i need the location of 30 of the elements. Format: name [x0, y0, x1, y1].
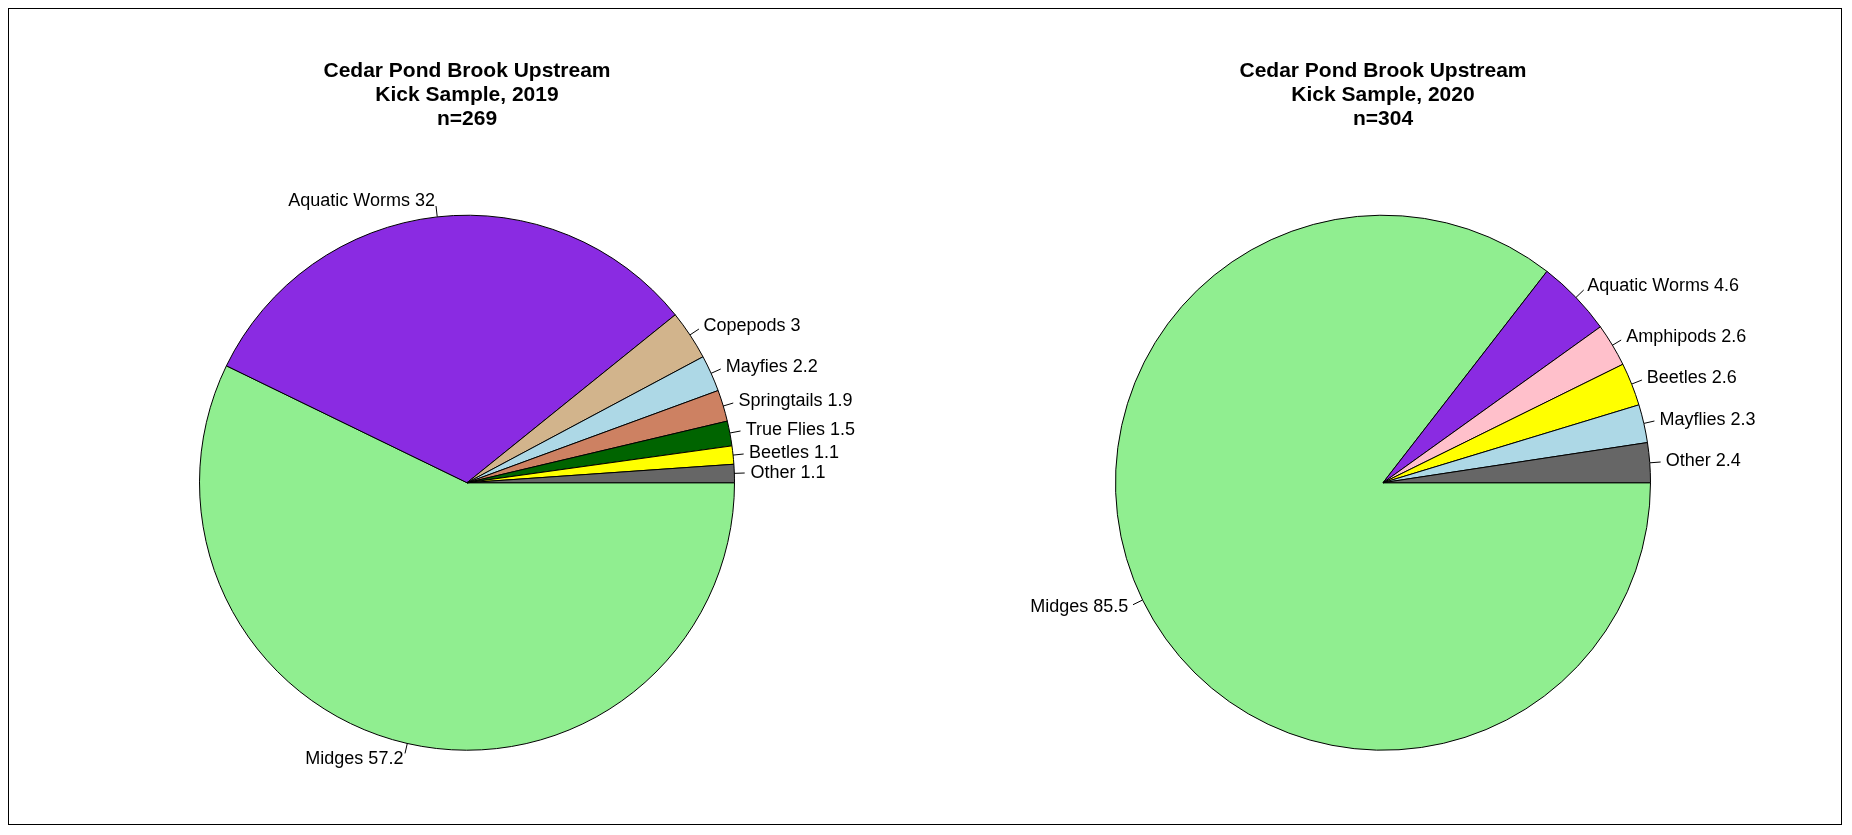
slice-label: Beetles	[749, 442, 815, 463]
slice-label: Mayflies	[1659, 408, 1731, 429]
slice-label: Copepods	[703, 315, 791, 336]
data-label: 1.5	[830, 419, 856, 440]
slice-label: Mayfies	[725, 355, 793, 376]
chart-title: Cedar Pond Brook Upstream Kick Sample, 2019 n=269	[323, 57, 611, 130]
slice-label: Midges	[305, 748, 369, 769]
slice-label: Springtails	[738, 390, 828, 411]
data-label: 2.2	[792, 355, 818, 376]
data-label: 85.5	[1093, 596, 1129, 617]
slice-label: Other	[1665, 450, 1716, 471]
slice-label: Amphipods	[1626, 325, 1722, 346]
data-label: 1.1	[814, 442, 840, 463]
data-label: 1.1	[800, 461, 826, 482]
slice-label: Beetles	[1646, 367, 1712, 388]
slice-label: True Flies	[745, 419, 831, 440]
chart-title: Cedar Pond Brook Upstream Kick Sample, 2020 n=304	[1239, 57, 1527, 130]
data-label: 32	[414, 189, 436, 210]
data-label: 4.6	[1713, 275, 1739, 296]
data-label: 57.2	[368, 748, 404, 769]
data-label: 2.6	[1711, 367, 1737, 388]
data-label: 2.4	[1715, 450, 1741, 471]
slice-label: Aquatic Worms	[288, 189, 415, 210]
slice-label: Aquatic Worms	[1587, 275, 1714, 296]
data-label: 3	[790, 315, 801, 336]
slice-label: Other	[750, 461, 801, 482]
data-label: 1.9	[827, 390, 853, 411]
data-label: 2.3	[1730, 408, 1756, 429]
slice-label: Midges	[1030, 596, 1094, 617]
data-label: 2.6	[1721, 325, 1747, 346]
